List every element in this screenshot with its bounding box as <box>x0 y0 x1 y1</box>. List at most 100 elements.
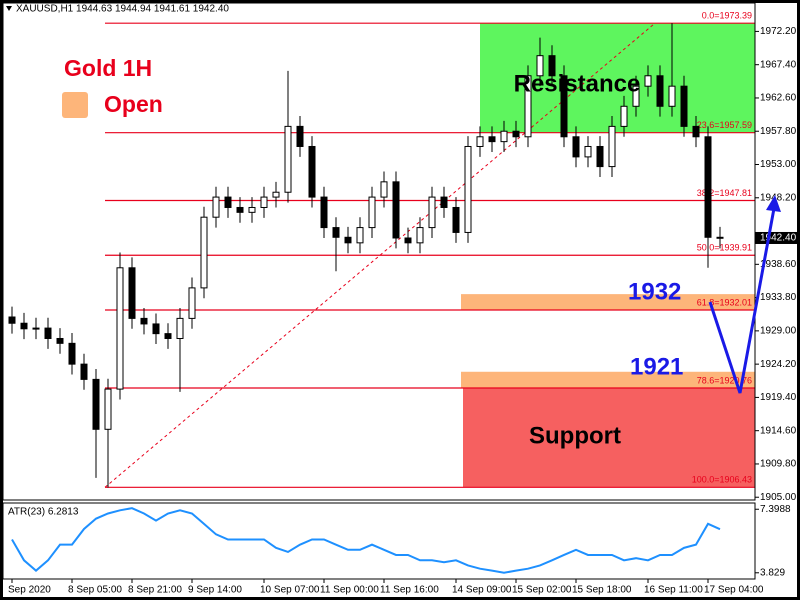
candle-body <box>452 206 460 233</box>
y-tick-label: 1938.60 <box>760 259 797 270</box>
candle-body <box>44 327 52 339</box>
candle-body <box>464 145 472 233</box>
candle-body <box>104 388 112 430</box>
y-tick-label: 1967.40 <box>760 59 797 70</box>
y-tick-label: 1953.00 <box>760 159 797 170</box>
level-band <box>461 294 755 311</box>
y-tick-label: 7.3988 <box>760 504 791 515</box>
candle-body <box>272 191 280 198</box>
y-tick-label: 1924.20 <box>760 359 797 370</box>
candle-body <box>680 85 688 127</box>
candle-body <box>152 323 160 335</box>
y-tick-label: 1948.20 <box>760 192 797 203</box>
legend-label: Open <box>104 91 163 117</box>
candle-body <box>308 145 316 198</box>
fib-label: 50.0=1939.91 <box>697 243 752 253</box>
candle-body <box>212 196 220 218</box>
last-price-box <box>755 231 798 244</box>
candle-body <box>428 196 436 229</box>
candle-body <box>236 206 244 213</box>
fib-label: 23.6=1957.59 <box>697 120 752 130</box>
candle-body <box>8 316 16 324</box>
x-tick-label: 8 Sep 21:00 <box>128 585 182 596</box>
candle-body <box>188 287 196 319</box>
candle-body <box>668 85 676 107</box>
candle-body <box>536 55 544 77</box>
fib-label: 100.0=1906.43 <box>692 475 752 485</box>
candle-body <box>164 333 172 339</box>
candle-body <box>620 105 628 127</box>
candle-body <box>500 130 508 143</box>
zone-label: Resistance <box>514 70 641 97</box>
candle-body <box>368 196 376 229</box>
candle-body <box>632 85 640 107</box>
candle-body <box>524 75 532 138</box>
candle-body <box>128 267 136 319</box>
candle-body <box>644 75 652 87</box>
x-tick-label: 15 Sep 18:00 <box>572 585 632 596</box>
candle-body <box>116 267 124 390</box>
x-tick-label: 15 Sep 02:00 <box>512 585 572 596</box>
fib-label: 61.8=1932.01 <box>697 297 752 307</box>
x-tick-label: 8 Sep 05:00 <box>68 585 122 596</box>
candle-body <box>92 378 100 430</box>
candle-body <box>404 237 412 244</box>
y-tick-label: 1919.40 <box>760 392 797 403</box>
level-label: 1932 <box>628 278 681 305</box>
arrow-head <box>766 195 781 212</box>
x-tick-label: 11 Sep 00:00 <box>320 585 379 596</box>
x-tick-label: 16 Sep 11:00 <box>644 585 703 596</box>
y-tick-label: 1905.00 <box>760 492 797 503</box>
x-tick-label: 14 Sep 09:00 <box>452 585 512 596</box>
candle-body <box>200 216 208 289</box>
y-tick-label: 1972.20 <box>760 26 797 37</box>
candle-body <box>284 125 292 193</box>
atr-line <box>11 507 721 574</box>
menu-triangle <box>6 6 12 11</box>
last-price-label: 1942.40 <box>760 233 797 244</box>
candle-body <box>716 236 724 239</box>
candle-body <box>584 145 592 158</box>
candle-body <box>320 196 328 229</box>
level-label: 1921 <box>630 353 683 380</box>
plot-layer: 0.0=1973.39 23.6=1957.59 38.2=1947.81 50.0=… <box>8 11 798 596</box>
x-tick-label: Sep 2020 <box>8 585 51 596</box>
candle-body <box>476 136 484 147</box>
candle-body <box>416 227 424 244</box>
candle-body <box>692 125 700 138</box>
x-tick-label: 10 Sep 07:00 <box>260 585 320 596</box>
candle-body <box>68 342 76 365</box>
y-tick-label: 1909.80 <box>760 459 797 470</box>
candle-body <box>260 196 268 208</box>
candle-body <box>356 227 364 244</box>
candle-body <box>572 136 580 158</box>
candle-body <box>392 181 400 239</box>
y-tick-label: 3.829 <box>760 567 785 578</box>
candle-body <box>548 55 556 77</box>
candle-body <box>80 363 88 380</box>
candle-body <box>560 75 568 138</box>
legend-swatch <box>62 92 88 118</box>
candle-body <box>608 125 616 168</box>
candle-body <box>176 317 184 339</box>
candle-body <box>332 227 340 238</box>
y-tick-label: 1914.60 <box>760 425 797 436</box>
chart-header: XAUUSD,H1 1944.63 1944.94 1941.61 1942.4… <box>16 4 229 15</box>
candle-body <box>656 75 664 107</box>
y-tick-label: 1962.60 <box>760 93 797 104</box>
candle-body <box>224 196 232 208</box>
fib-label: 38.2=1947.81 <box>697 188 752 198</box>
projection-arrow <box>708 202 777 394</box>
atr-title: ATR(23) 6.2813 <box>8 507 79 518</box>
candle-body <box>344 236 352 244</box>
level-band <box>461 371 755 388</box>
candle-body <box>704 136 712 238</box>
candle-body <box>488 136 496 143</box>
candle-body <box>248 206 256 213</box>
zone-label: Support <box>529 422 621 449</box>
candle-body <box>596 145 604 168</box>
x-tick-label: 17 Sep 04:00 <box>704 585 764 596</box>
candle-body <box>140 317 148 325</box>
